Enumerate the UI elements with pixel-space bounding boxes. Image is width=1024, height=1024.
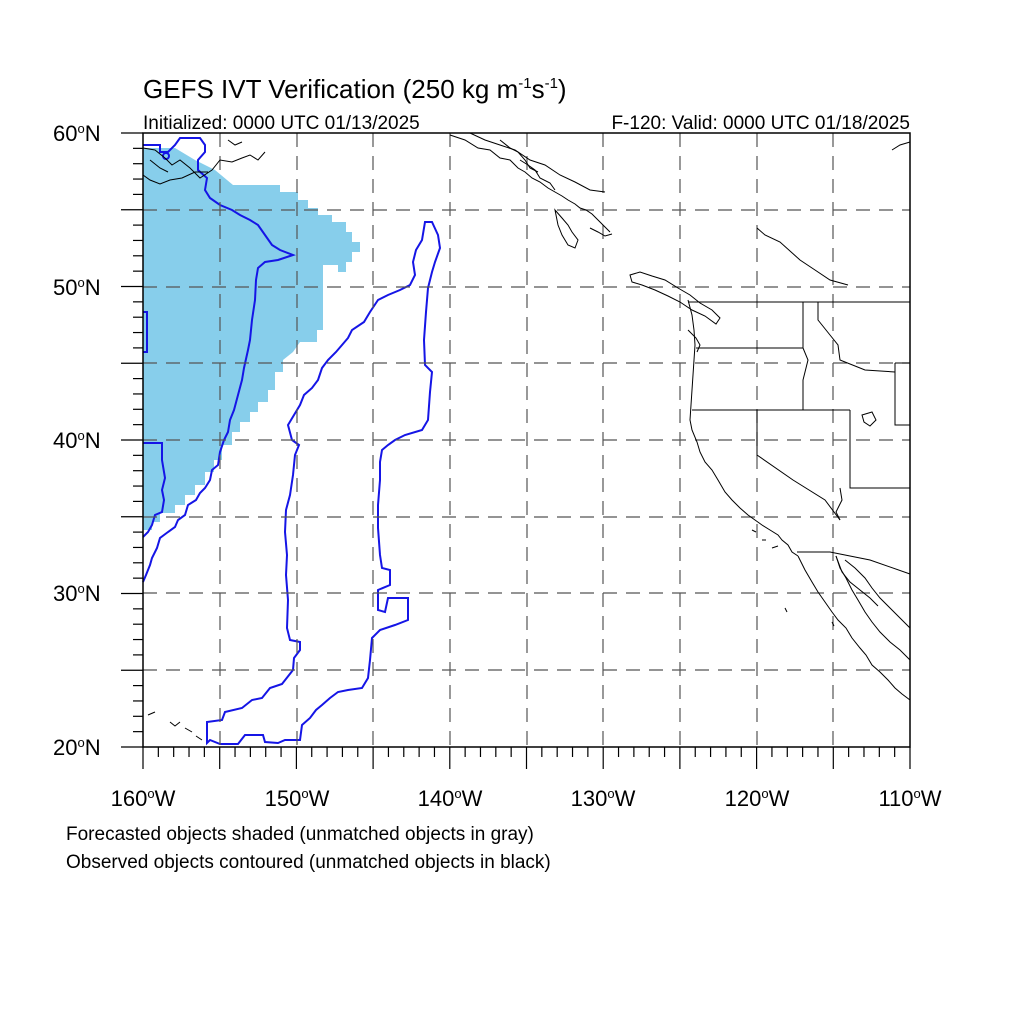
- lat-label-40: 40oN: [53, 428, 101, 453]
- lon-label-140w: 140oW: [418, 786, 483, 811]
- baja-california: [797, 555, 911, 701]
- lat-label-30: 30oN: [53, 581, 101, 606]
- state-borders: [802, 302, 809, 410]
- observed-contour-edge-south: [142, 442, 167, 538]
- graticule: [143, 133, 910, 747]
- lat-labels: 60oN 50oN 40oN 30oN 20oN: [53, 121, 101, 760]
- init-time-label: Initialized: 0000 UTC 01/13/2025: [143, 113, 420, 134]
- lat-label-60: 60oN: [53, 121, 101, 146]
- lat-label-20: 20oN: [53, 735, 101, 760]
- lat-label-50: 50oN: [53, 275, 101, 300]
- west-coast-us: [687, 299, 799, 557]
- lon-label-150w: 150oW: [265, 786, 330, 811]
- axis-ticks: [121, 132, 911, 769]
- observed-objects-contoured: [142, 137, 442, 746]
- map-title: GEFS IVT Verification (250 kg m-1s-1): [143, 74, 567, 104]
- observed-contour-edge-north: [143, 311, 148, 353]
- valid-time-label: F-120: Valid: 0000 UTC 01/18/2025: [611, 113, 910, 134]
- lon-label-110w: 110oW: [878, 786, 941, 811]
- forecast-object-shaded: [143, 148, 360, 530]
- observed-contour-west: [142, 137, 296, 583]
- lon-label-120w: 120oW: [725, 786, 790, 811]
- alaska-coast: [142, 147, 266, 179]
- caption-observed: Observed objects contoured (unmatched ob…: [66, 852, 551, 873]
- coastlines-and-borders: [142, 132, 911, 741]
- observed-contour-central: [206, 221, 442, 746]
- bc-coast: [449, 134, 611, 233]
- lon-labels: 160oW 150oW 140oW 130oW 120oW 110oW: [111, 786, 942, 811]
- caption-forecast: Forecasted objects shaded (unmatched obj…: [66, 824, 534, 845]
- vancouver-island: [629, 271, 721, 325]
- lon-label-130w: 130oW: [571, 786, 636, 811]
- lon-label-160w: 160oW: [111, 786, 176, 811]
